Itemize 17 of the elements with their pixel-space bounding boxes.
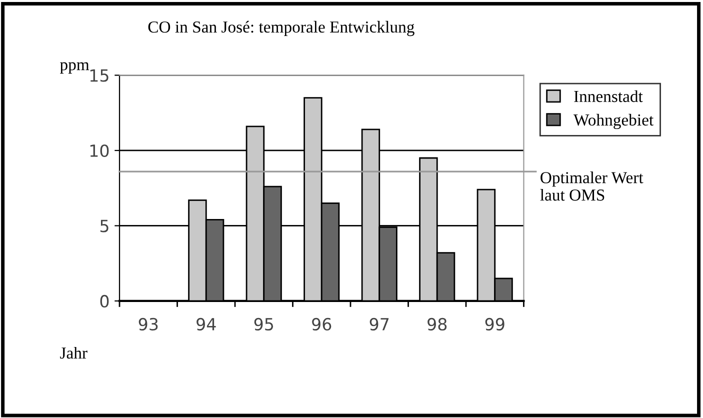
x-tick-label: 98 [428,318,447,331]
y-tick-label: 15 [90,69,108,82]
ref-line-label: Optimaler Wert laut OMS [540,172,644,201]
x-tick-label: 97 [370,318,389,331]
legend-label: Innenstadt [574,90,643,102]
y-axis-title: ppm [60,62,90,74]
y-tick-label: 10 [90,144,109,158]
y-tick-label: 0 [100,294,109,308]
legend-label: Wohngebiet [574,114,654,130]
x-tick-label: 93 [138,318,158,331]
x-tick-label: 99 [485,318,504,331]
x-tick-label: 96 [312,318,332,331]
chart-title: CO in San José: temporale Entwicklung [148,20,414,36]
y-tick-label: 5 [100,220,108,232]
x-axis-title: Jahr [60,346,88,359]
x-tick-label: 94 [196,318,216,331]
x-tick-label: 95 [254,318,274,331]
